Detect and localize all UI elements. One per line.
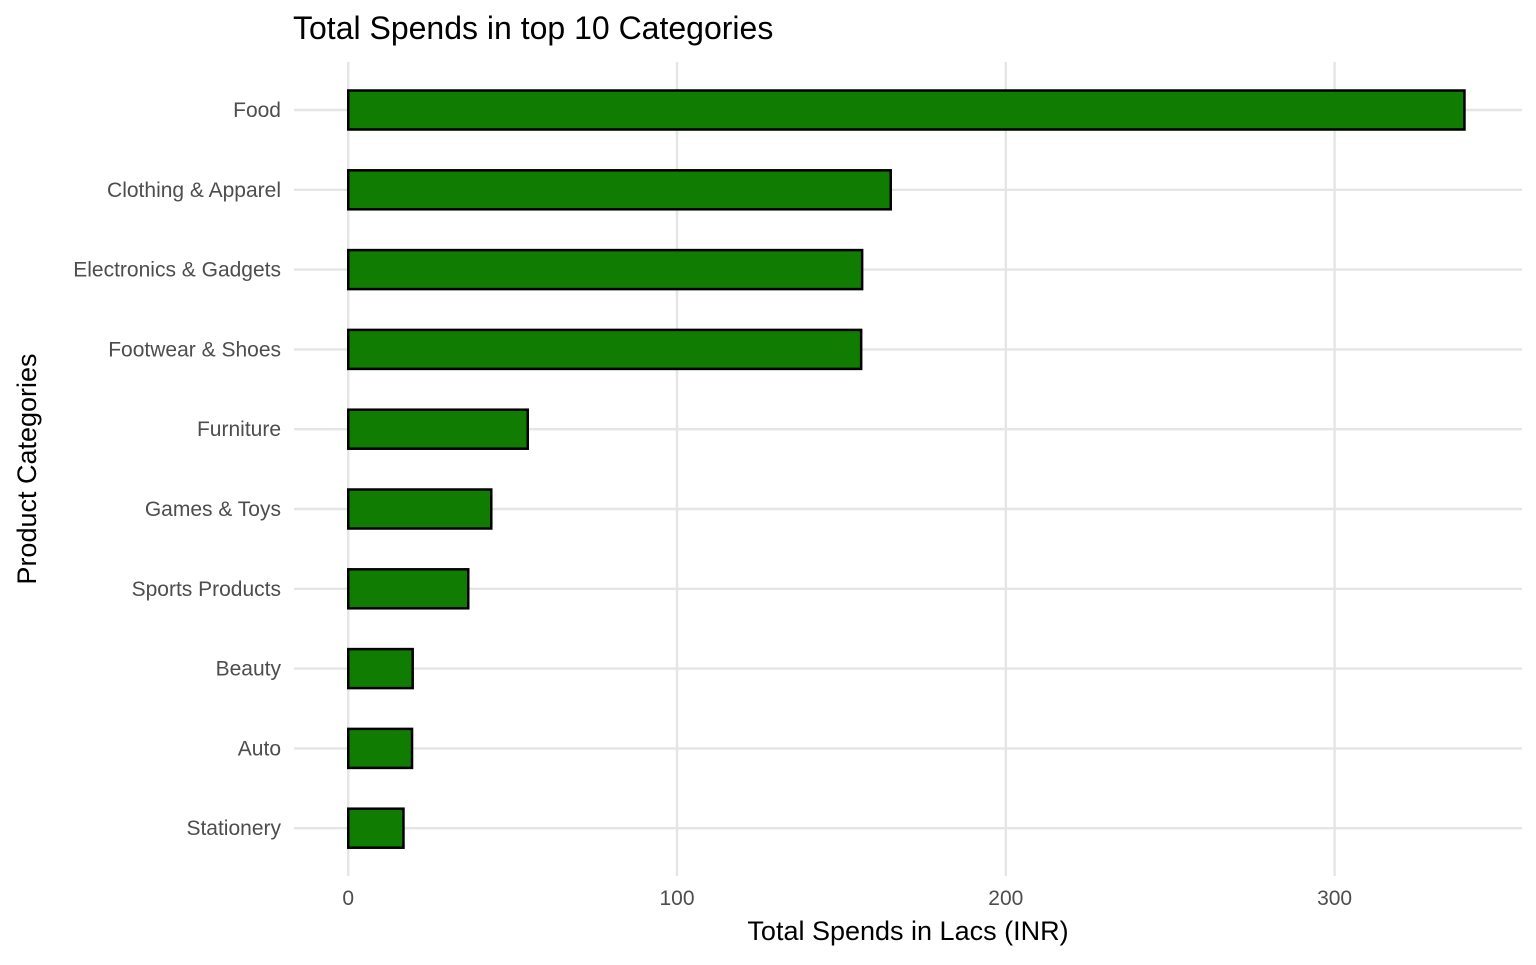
bar (346, 488, 493, 530)
bar (346, 89, 1466, 131)
bar (346, 647, 414, 690)
bar (346, 568, 470, 610)
y-tick-label: Electronics & Gadgets (73, 259, 281, 282)
bars (346, 89, 1466, 849)
y-axis-title: Product Categories (12, 353, 42, 584)
y-tick-label: Food (233, 99, 281, 122)
x-axis-tick-labels: 0 100 200 300 (342, 887, 1352, 910)
bar (346, 807, 405, 849)
y-tick-label: Stationery (186, 817, 281, 840)
y-tick-label: Beauty (216, 658, 282, 681)
y-tick-label: Auto (238, 737, 281, 760)
x-tick-label: 0 (342, 887, 354, 910)
bar (346, 248, 864, 291)
y-tick-label: Games & Toys (145, 498, 281, 521)
x-axis-title: Total Spends in Lacs (INR) (747, 916, 1068, 946)
x-tick-label: 300 (1317, 887, 1352, 910)
x-tick-label: 100 (660, 887, 695, 910)
bar (346, 328, 863, 371)
x-tick-label: 200 (988, 887, 1023, 910)
y-tick-label: Sports Products (132, 578, 281, 601)
bar (346, 408, 530, 450)
bar (346, 169, 892, 211)
y-axis-tick-labels: Food Clothing & Apparel Electronics & Gadg… (73, 99, 281, 840)
chart-title: Total Spends in top 10 Categories (293, 10, 773, 46)
y-tick-label: Footwear & Shoes (108, 338, 281, 361)
y-tick-label: Clothing & Apparel (107, 179, 281, 202)
bar (346, 727, 414, 770)
y-tick-label: Furniture (197, 418, 281, 441)
